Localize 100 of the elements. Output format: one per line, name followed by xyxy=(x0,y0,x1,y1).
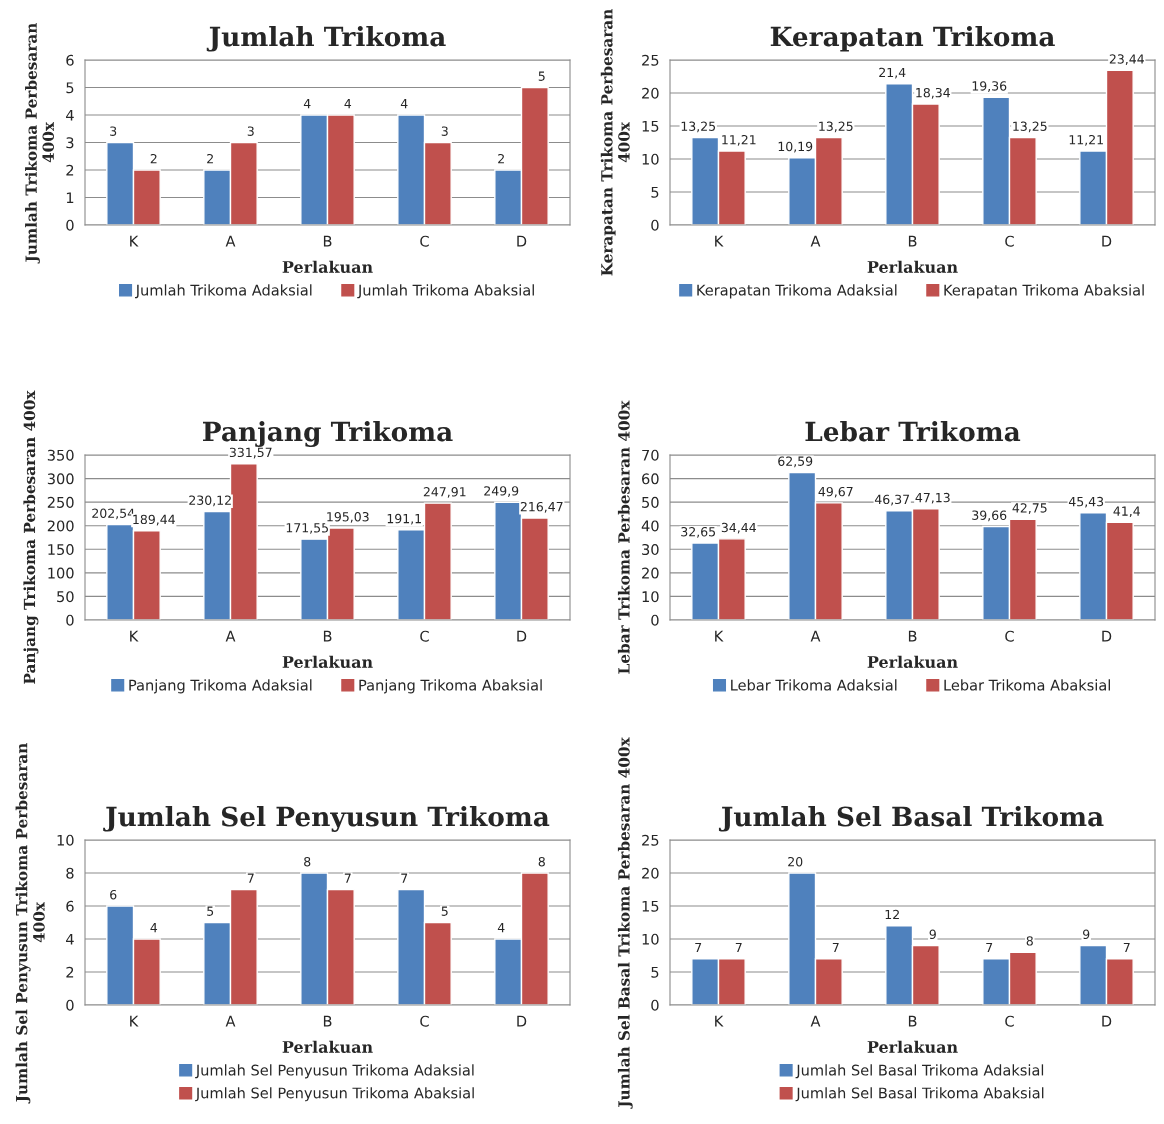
x-tick-label: C xyxy=(1005,235,1014,247)
y-tick-label: 0 xyxy=(651,614,659,626)
y-tick-label: 100 xyxy=(48,567,74,579)
x-tick-label: D xyxy=(1102,630,1112,642)
data-label: 7 xyxy=(735,942,742,953)
x-tick-label: B xyxy=(323,1015,332,1027)
data-label: 4 xyxy=(303,99,311,109)
y-tick-label: 20 xyxy=(642,567,659,579)
data-label: 7 xyxy=(695,942,702,953)
chart-title: Kerapatan Trikoma xyxy=(770,26,1055,52)
y-tick-label: 70 xyxy=(642,449,659,461)
y-tick-label: 10 xyxy=(57,834,74,846)
y-axis-title: Jumlah Sel Basal Trikoma Perbesaran 400x xyxy=(617,737,633,1109)
y-tick-label: 20 xyxy=(642,87,659,99)
data-label: 18,34 xyxy=(916,87,950,99)
y-tick-label: 50 xyxy=(57,591,74,603)
data-label: 5 xyxy=(538,71,545,81)
legend-label: Jumlah Sel Basal Trikoma Adaksial xyxy=(795,1064,1044,1079)
data-label: 46,37 xyxy=(874,494,910,506)
data-label: 195,03 xyxy=(327,512,369,523)
y-tick-label: 150 xyxy=(48,544,74,556)
legend-label: Kerapatan Trikoma Adaksial xyxy=(697,284,897,299)
data-label: 20 xyxy=(788,856,803,867)
data-label: 216,47 xyxy=(520,501,563,513)
y-tick-label: 2 xyxy=(66,966,74,978)
y-tick-label: 5 xyxy=(651,966,659,978)
y-tick-label: 10 xyxy=(642,153,659,165)
y-tick-label: 8 xyxy=(66,867,74,879)
x-tick-label: A xyxy=(225,235,236,247)
data-label: 171,55 xyxy=(286,523,328,534)
data-label: 34,44 xyxy=(721,522,756,534)
y-tick-label: 4 xyxy=(66,933,74,945)
data-label: 7 xyxy=(832,942,839,953)
data-label: 3 xyxy=(110,126,117,136)
x-axis-title: Perlakuan xyxy=(867,655,958,669)
data-label: 331,57 xyxy=(229,447,272,459)
x-tick-label: D xyxy=(1102,1015,1112,1027)
legend-label: Kerapatan Trikoma Abaksial xyxy=(944,284,1144,299)
data-label: 8 xyxy=(1026,936,1033,946)
y-tick-label: 50 xyxy=(642,496,659,508)
y-axis-title: Kerapatan Trikoma Perbesaran 400x xyxy=(600,9,630,276)
legend-label: Lebar Trikoma Abaksial xyxy=(944,679,1110,691)
y-tick-label: 250 xyxy=(47,496,74,508)
y-tick-label: 5 xyxy=(651,186,659,198)
x-tick-label: B xyxy=(323,630,332,642)
data-label: 9 xyxy=(1083,929,1090,940)
y-tick-label: 350 xyxy=(47,449,74,461)
x-tick-label: C xyxy=(420,235,429,247)
legend-label: Panjang Trikoma Adaksial xyxy=(129,679,312,694)
x-axis-title: Perlakuan xyxy=(282,655,373,669)
data-label: 7 xyxy=(986,942,993,953)
legend-label: Lebar Trikoma Adaksial xyxy=(731,679,897,691)
y-tick-label: 30 xyxy=(642,544,659,556)
y-tick-label: 2 xyxy=(66,164,74,176)
x-tick-label: K xyxy=(130,235,139,247)
y-tick-label: 3 xyxy=(66,137,74,149)
x-tick-label: D xyxy=(517,235,527,247)
data-label: 3 xyxy=(441,126,448,136)
data-label: 7 xyxy=(401,873,408,883)
data-label: 12 xyxy=(885,909,899,920)
data-label: 5 xyxy=(207,906,214,916)
legend-label: Panjang Trikoma Abaksial xyxy=(359,679,542,694)
data-label: 13,25 xyxy=(819,121,853,133)
y-axis-title: Panjang Trikoma Perbesaran 400x xyxy=(23,390,39,684)
x-tick-label: C xyxy=(1005,630,1014,642)
data-label: 2 xyxy=(498,153,504,164)
data-label: 10,19 xyxy=(778,141,813,153)
x-tick-label: B xyxy=(908,1015,917,1027)
y-tick-label: 10 xyxy=(642,933,659,945)
x-tick-label: A xyxy=(810,235,821,247)
data-label: 13,25 xyxy=(1013,121,1047,133)
x-axis-title: Perlakuan xyxy=(282,260,373,274)
chart-title: Jumlah Sel Penyusun Trikoma xyxy=(103,806,550,832)
data-label: 45,43 xyxy=(1068,496,1104,508)
x-tick-label: D xyxy=(1102,235,1112,247)
x-tick-label: K xyxy=(130,1015,139,1027)
y-axis-title: Jumlah Sel Penyusun Trikoma Perbesaran 400x xyxy=(15,743,45,1104)
data-label: 11,21 xyxy=(1069,134,1103,146)
data-label: 2 xyxy=(207,153,213,164)
data-label: 191,1 xyxy=(387,513,421,525)
data-label: 4 xyxy=(497,923,505,933)
y-tick-label: 6 xyxy=(66,900,74,912)
x-tick-label: K xyxy=(715,1015,724,1027)
data-label: 39,66 xyxy=(972,510,1007,522)
y-tick-label: 60 xyxy=(642,473,659,485)
data-label: 7 xyxy=(1123,942,1130,953)
x-tick-label: K xyxy=(715,235,724,247)
data-label: 8 xyxy=(538,856,545,867)
x-tick-label: K xyxy=(715,630,724,642)
data-label: 7 xyxy=(344,873,351,883)
data-label: 62,59 xyxy=(778,456,813,468)
data-label: 4 xyxy=(344,99,352,109)
legend-label: Jumlah Sel Basal Trikoma Abaksial xyxy=(795,1087,1044,1102)
data-label: 47,13 xyxy=(915,492,950,504)
y-tick-label: 1 xyxy=(66,192,74,204)
y-axis-title: Lebar Trikoma Perbesaran 400x xyxy=(617,400,630,674)
data-label: 249,9 xyxy=(484,486,519,497)
y-tick-label: 15 xyxy=(642,120,659,132)
data-label: 5 xyxy=(441,906,448,916)
data-label: 21,4 xyxy=(879,67,906,79)
